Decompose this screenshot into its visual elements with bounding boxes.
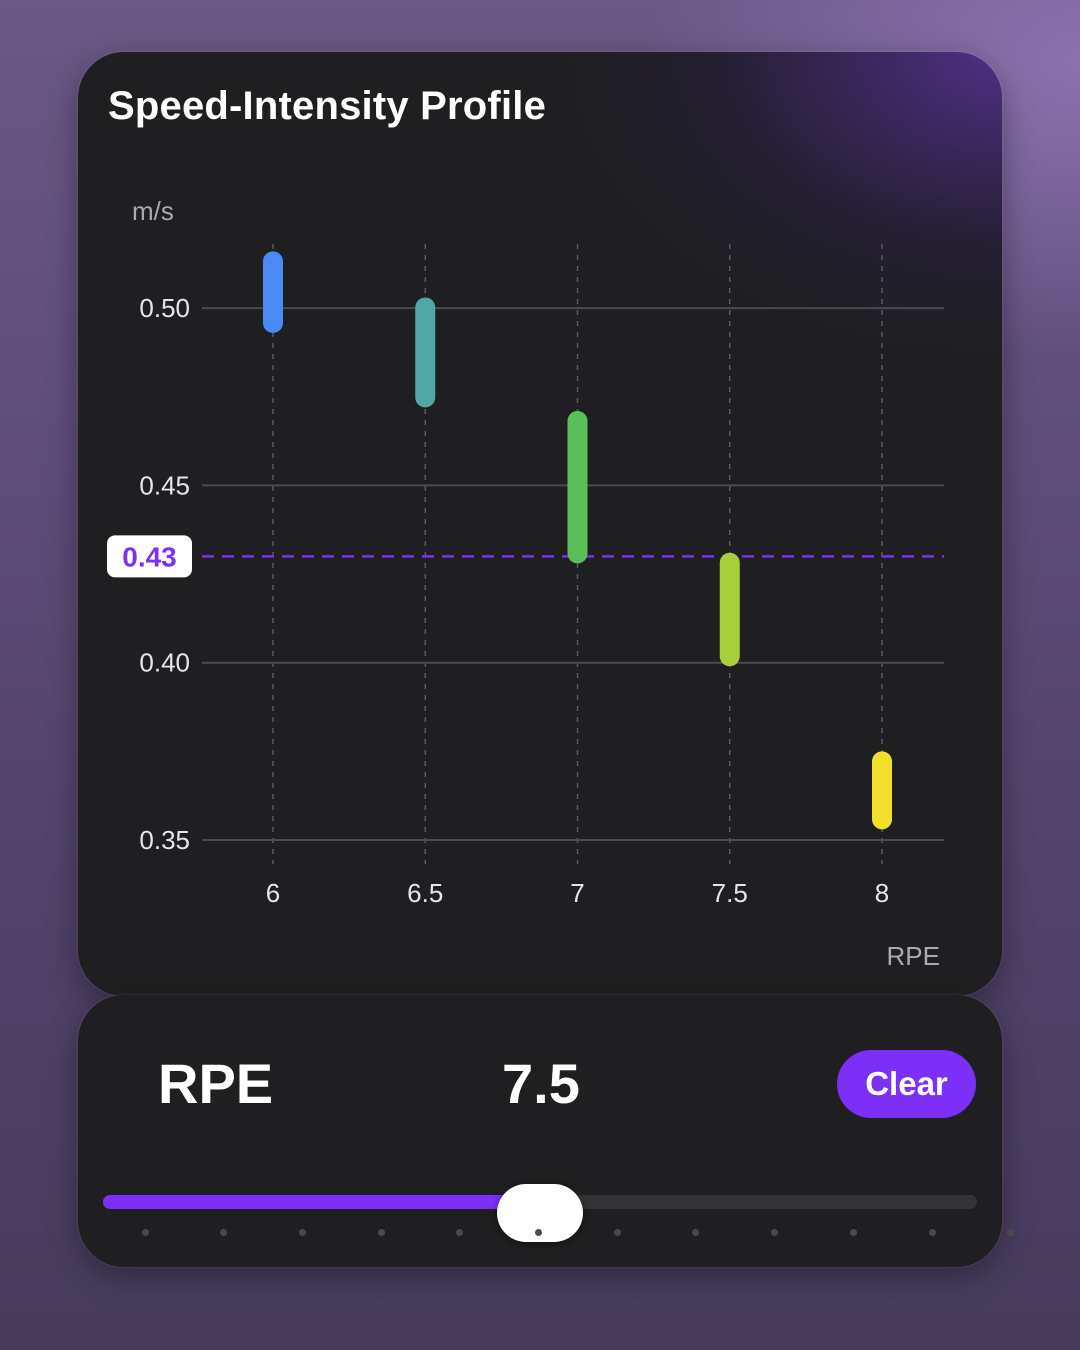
slider-tick-dot	[220, 1229, 228, 1236]
slider-tick-dot	[456, 1229, 464, 1236]
x-axis-label: RPE	[887, 941, 940, 971]
rpe-label: RPE	[158, 1052, 274, 1115]
range-bar-rpe-7	[567, 410, 588, 564]
clear-button[interactable]: Clear	[837, 1050, 976, 1118]
x-tick-label: 8	[875, 878, 889, 908]
reference-value-label: 0.43	[122, 541, 177, 572]
range-bar-rpe-8	[872, 751, 892, 830]
y-tick-label: 0.50	[139, 293, 190, 323]
x-tick-label: 7	[570, 878, 584, 908]
rpe-value: 7.5	[502, 1052, 580, 1115]
slider-tick-dot	[535, 1229, 542, 1236]
slider-tick-dot	[1007, 1229, 1015, 1236]
slider-tick-dot	[771, 1229, 779, 1236]
chart-title: Speed-Intensity Profile	[108, 84, 547, 128]
slider-tick-dot	[613, 1229, 621, 1236]
range-bar-rpe-6-5	[415, 297, 436, 408]
speed-intensity-chart: 0.50 0.45 0.40 0.35 m/s 6 6.5 7 7.5 8 RPE 0.43	[107, 196, 944, 971]
chart-card: Speed-Intensity Profile 0.50 0.45 0.40 0.35…	[78, 52, 1002, 996]
y-tick-label: 0.45	[139, 470, 190, 500]
range-bar-rpe-6	[263, 251, 283, 333]
slider-tick-dot	[377, 1229, 385, 1236]
range-bar-rpe-7-5	[719, 552, 740, 667]
reference-value-badge	[107, 535, 192, 578]
x-tick-label: 7.5	[712, 878, 748, 908]
slider-tick-dot	[298, 1229, 306, 1236]
slider-tick-dot	[141, 1229, 149, 1236]
slider-tick-dot	[928, 1229, 936, 1236]
rpe-slider[interactable]	[103, 1184, 1015, 1245]
y-axis-label: m/s	[132, 196, 174, 226]
rpe-control-panel: RPE 7.5 Clear	[78, 995, 1015, 1267]
y-tick-label: 0.40	[139, 648, 190, 678]
x-tick-label: 6.5	[407, 878, 443, 908]
slider-track[interactable]	[103, 1184, 977, 1242]
slider-fill	[103, 1195, 530, 1209]
y-tick-label: 0.35	[139, 825, 190, 855]
x-tick-label: 6	[266, 878, 280, 908]
slider-tick-dot	[692, 1229, 700, 1236]
slider-tick-dot	[849, 1229, 857, 1236]
